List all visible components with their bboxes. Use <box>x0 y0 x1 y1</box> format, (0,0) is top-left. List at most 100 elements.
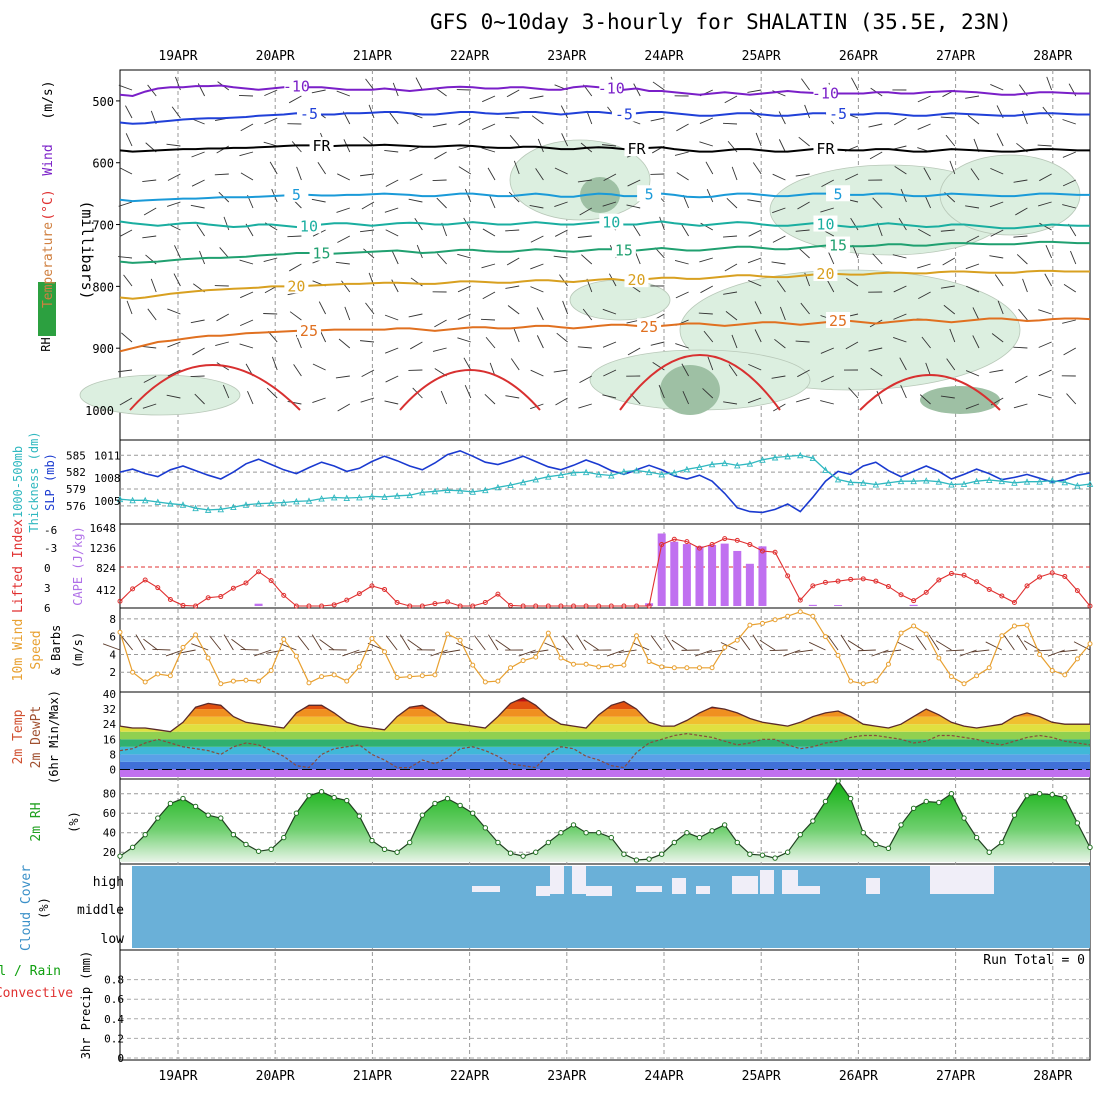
thickness-point <box>343 494 350 501</box>
thickness-point <box>910 477 917 485</box>
rh-point <box>1087 844 1093 851</box>
lifted-index-point <box>759 548 765 554</box>
li-tick: -3 <box>44 542 57 555</box>
contour-label: -10 <box>598 80 625 98</box>
contour-label-bg <box>826 236 851 253</box>
precip-tick: 0.6 <box>104 993 124 1006</box>
wind-barb <box>771 375 786 379</box>
date-label-bottom: 28APR <box>1033 1069 1072 1084</box>
cape-tick: 412 <box>96 584 116 597</box>
rh-point <box>709 828 715 834</box>
wind-barb <box>989 255 1004 259</box>
temp-axis-label-3: (6hr Min/Max) <box>47 690 61 784</box>
cape-bar <box>657 533 666 606</box>
contour-label-bg <box>637 318 662 335</box>
wind-barb <box>240 172 254 181</box>
wind-barb <box>942 257 956 266</box>
thickness-point <box>217 505 225 513</box>
wind-barb <box>287 401 302 405</box>
lifted-index-point <box>344 597 350 603</box>
lifted-index-point <box>1024 583 1030 589</box>
wind-barb <box>458 117 472 126</box>
rh-point <box>822 798 829 805</box>
lifted-index-point <box>558 603 564 609</box>
rh-point <box>218 815 224 821</box>
wind-barb <box>845 341 859 350</box>
thickness-point <box>608 472 615 479</box>
wind-barb <box>506 257 520 266</box>
cloud-axis-label-1: Cloud Cover <box>19 865 34 951</box>
lifted-index-point <box>923 589 929 595</box>
wind-barb <box>507 305 520 315</box>
rh-point <box>1036 791 1043 797</box>
wind-barb <box>872 197 883 209</box>
thickness-point <box>960 480 968 487</box>
thickness-point <box>330 493 338 501</box>
wind-axis-label-3: (m/s) <box>71 632 85 668</box>
wind-barb <box>361 369 375 377</box>
wind-barb <box>755 132 762 147</box>
wind-speed-point <box>986 665 992 671</box>
wind-barb <box>940 395 955 399</box>
wind-speed-point <box>268 667 274 673</box>
wind-barb <box>196 224 205 237</box>
wind-barb <box>119 397 133 406</box>
cloud-high-block <box>760 870 774 894</box>
wind-barb <box>173 273 181 287</box>
wind-barb <box>385 179 399 187</box>
labels-layer: 19APR 19APR 20APR 20APR 21APR 21APR 22APR 22APR… <box>0 49 1073 1084</box>
temp-band <box>120 701 1090 710</box>
wind-barb <box>820 347 834 354</box>
wind-barb <box>143 375 157 383</box>
wind-barb <box>801 78 810 91</box>
lifted-index-point <box>999 593 1005 599</box>
lifted-index-point <box>1037 574 1043 580</box>
wind-barb <box>1013 235 1028 238</box>
wind-barb-10m <box>840 634 852 651</box>
wind-barb <box>190 319 205 324</box>
rh-point <box>948 791 955 797</box>
wind-barb <box>1013 346 1028 349</box>
contour-label-bg <box>611 105 636 122</box>
wind-barb <box>894 165 907 175</box>
wind-barb <box>142 345 157 349</box>
wind-barb <box>361 201 375 210</box>
pressure-axis-label: (millibars) <box>78 200 96 299</box>
contour-label-bg <box>624 271 649 288</box>
wind-barb <box>457 253 471 259</box>
rh-point <box>558 830 564 836</box>
wind-barb <box>408 313 423 318</box>
li-axis-label: Lifted Index <box>11 519 26 613</box>
wind-barb-10m <box>385 635 398 651</box>
rh-tick: 40 <box>103 827 116 840</box>
wind-speed-point <box>432 672 438 678</box>
contour-label: 5 <box>292 186 301 204</box>
wind-barb <box>436 197 447 209</box>
lifted-index-point <box>533 603 539 609</box>
wind-barb <box>167 341 181 348</box>
rh-point <box>885 845 892 852</box>
wind-barb <box>676 123 689 132</box>
wind-barb <box>748 363 762 371</box>
wind-barb <box>967 115 980 125</box>
wind-barb <box>798 136 810 147</box>
temp-tick: 8 <box>109 748 116 761</box>
contour-line <box>119 240 1090 264</box>
wind-barb <box>481 263 496 269</box>
wind-barb <box>870 367 883 377</box>
wind-barb <box>731 334 738 349</box>
contour-label-bg <box>296 104 321 121</box>
wind-speed-point <box>155 671 161 677</box>
rh-tick: 80 <box>103 788 116 801</box>
contour-line-warm <box>399 369 541 411</box>
wind-barb <box>850 77 859 91</box>
lifted-index-point <box>747 542 753 548</box>
contour-line <box>119 143 1090 153</box>
rh-point <box>230 831 237 838</box>
thickness-point <box>482 486 489 494</box>
wind-barb <box>561 133 569 147</box>
wind-barb <box>892 145 907 150</box>
lifted-index-point <box>986 586 992 592</box>
